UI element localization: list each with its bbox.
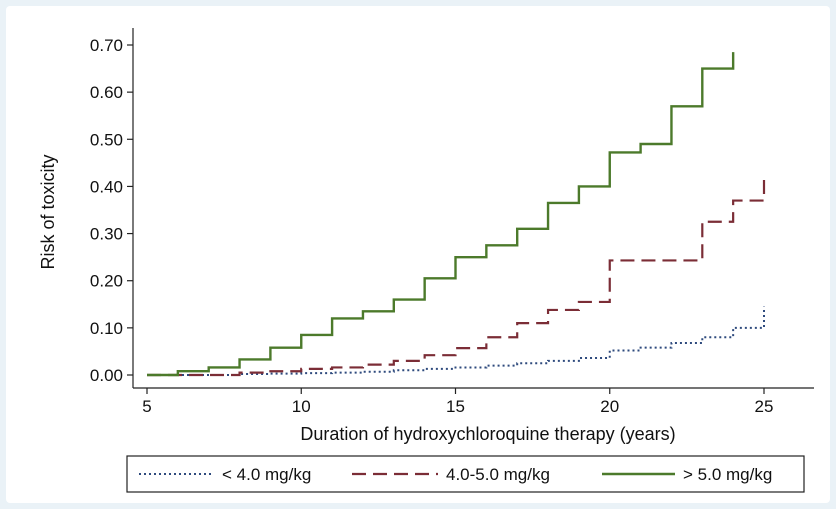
y-tick-label: 0.70 xyxy=(90,36,123,55)
ticks: 0.00 0.10 0.20 0.30 0.40 0.50 0.60 0.70 5 10 15 20 2… xyxy=(90,36,774,416)
x-tick-label: 25 xyxy=(755,397,774,416)
series-line-2 xyxy=(147,174,766,377)
y-tick-label: 0.20 xyxy=(90,272,123,291)
x-tick-label: 20 xyxy=(600,397,619,416)
series-line-3 xyxy=(147,52,735,377)
series-line-1 xyxy=(147,306,765,376)
risk-chart: 0.00 0.10 0.20 0.30 0.40 0.50 0.60 0.70 5 10 15 20 2… xyxy=(38,28,814,493)
y-tick-label: 0.00 xyxy=(90,366,123,385)
chart-frame: 0.00 0.10 0.20 0.30 0.40 0.50 0.60 0.70 5 10 15 20 2… xyxy=(6,6,830,503)
y-tick-label: 0.40 xyxy=(90,177,123,196)
y-tick-label: 0.50 xyxy=(90,130,123,149)
legend-label-2: 4.0-5.0 mg/kg xyxy=(446,465,550,484)
legend-label-1: < 4.0 mg/kg xyxy=(222,465,311,484)
y-axis-label: Risk of toxicity xyxy=(38,154,58,269)
y-tick-label: 0.30 xyxy=(90,225,123,244)
x-tick-label: 10 xyxy=(292,397,311,416)
y-tick-label: 0.10 xyxy=(90,319,123,338)
series-layer xyxy=(147,52,766,377)
legend-label-3: > 5.0 mg/kg xyxy=(683,465,772,484)
x-tick-label: 5 xyxy=(142,397,151,416)
axes xyxy=(132,28,814,389)
y-tick-label: 0.60 xyxy=(90,83,123,102)
x-tick-label: 15 xyxy=(446,397,465,416)
legend-box xyxy=(126,455,805,493)
legend: < 4.0 mg/kg 4.0-5.0 mg/kg > 5.0 mg/kg xyxy=(126,455,805,493)
x-axis-label: Duration of hydroxychloroquine therapy (… xyxy=(300,424,675,444)
